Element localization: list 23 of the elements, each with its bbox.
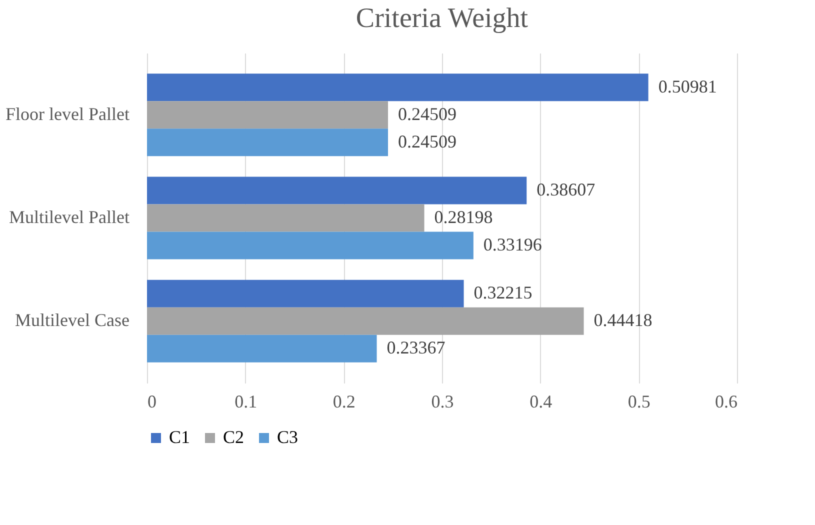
data-label: 0.50981	[658, 76, 717, 96]
data-label: 0.44418	[594, 310, 652, 330]
data-label: 0.28198	[434, 207, 493, 227]
x-tick-label: 0.3	[431, 392, 454, 412]
legend-label: C2	[223, 427, 244, 447]
legend-label: C3	[277, 427, 298, 447]
data-label: 0.33196	[483, 234, 542, 254]
legend-label: C1	[169, 427, 190, 447]
x-tick-label: 0	[148, 392, 156, 412]
y-tick-label: Multilevel Case	[15, 310, 130, 330]
x-tick-label: 0.4	[530, 392, 552, 412]
data-label: 0.24509	[398, 131, 457, 152]
data-label: 0.23367	[386, 338, 446, 358]
data-label: 0.24509	[398, 104, 457, 124]
y-tick-label: Floor level Pallet	[6, 104, 130, 124]
x-tick-label: 0.2	[332, 392, 356, 412]
x-tick-label: 0.5	[628, 392, 650, 412]
data-label: 0.32215	[474, 282, 532, 303]
x-tick-label: 0.1	[234, 392, 258, 412]
x-tick-label: 0.6	[715, 392, 738, 412]
y-tick-label: Multilevel Pallet	[9, 207, 130, 227]
chart-title: Criteria Weight	[356, 3, 528, 34]
data-label: 0.38607	[536, 180, 596, 200]
